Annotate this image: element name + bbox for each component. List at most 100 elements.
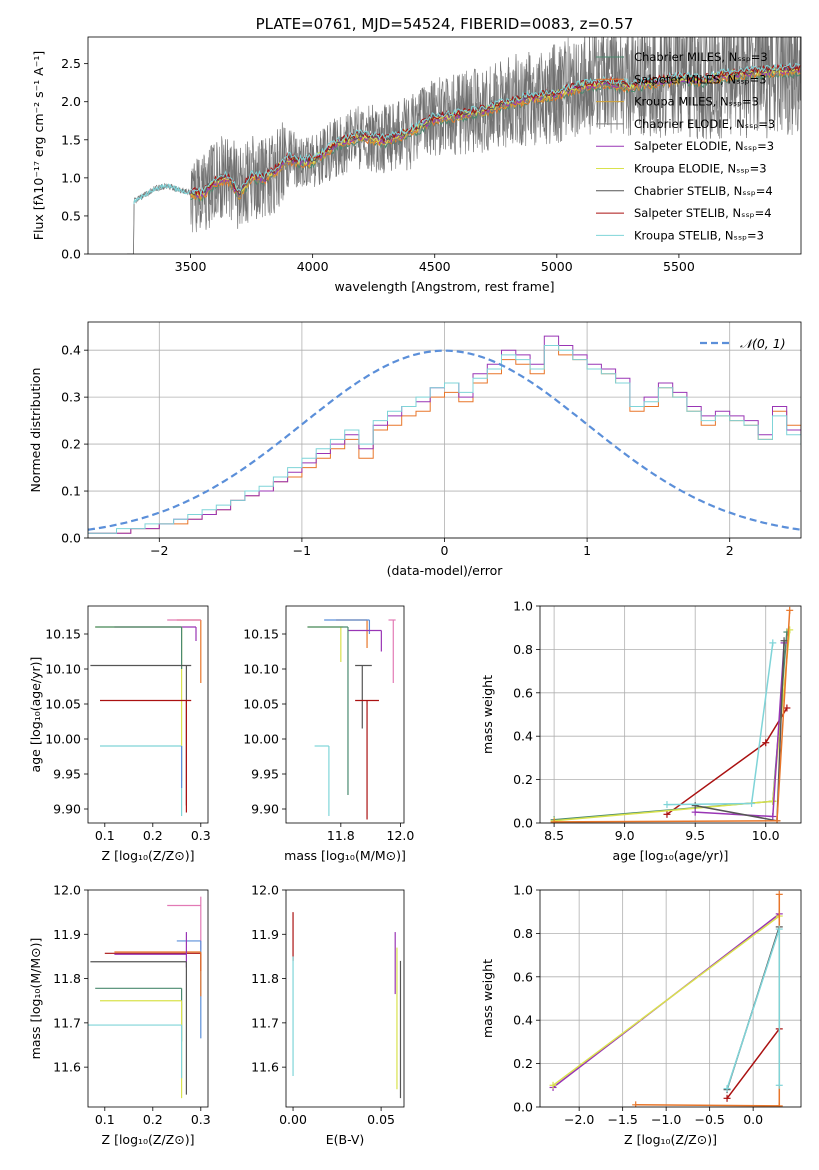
legend-label: Chabrier ELODIE, Nₛₛₚ=3: [634, 117, 775, 131]
panel-weight-vs-age: 8.5 9.0 9.5 10.0 0.0 0.2 0.4 0.6 0.8 1.0 age [log₁…: [480, 599, 802, 863]
y-tick-label: 10.15: [243, 627, 279, 642]
x-tick-label: 11.8: [327, 828, 355, 843]
axes-frame: [87, 605, 209, 824]
y-tick-label: 11.6: [251, 1060, 279, 1075]
panel-age-vs-Z: 0.1 0.2 0.3 9.90 9.95 10.00 10.05 10.10 10.15 Z […: [28, 605, 211, 863]
observed-spectrum-line: [127, 37, 801, 254]
x-tick-label: 0.1: [95, 1112, 115, 1127]
x-tick-label: 4500: [419, 259, 451, 274]
y-tick-label: 0.1: [61, 484, 81, 499]
y-tick-label: 9.95: [53, 767, 81, 782]
y-tick-label: 10.15: [45, 627, 81, 642]
plot-area: [127, 37, 801, 254]
x-tick-label: 8.5: [544, 828, 564, 843]
y-tick-label: 0.8: [513, 926, 533, 941]
x-tick-label: 0.00: [279, 1112, 307, 1127]
x-tick-label: −2.0: [564, 1112, 594, 1127]
data-point: [100, 699, 192, 813]
model-spectrum-line: [190, 63, 801, 197]
weight-line: [666, 707, 788, 815]
data-point: [95, 626, 183, 781]
x-tick-label: 12.0: [387, 828, 415, 843]
y-tick-label: 0.2: [513, 772, 533, 787]
x-axis-label: age [log₁₀(age/yr)]: [613, 848, 729, 863]
x-tick-label: 0.0: [743, 1112, 763, 1127]
data-point: [176, 940, 202, 1039]
data-point: [100, 745, 183, 816]
plot-area: [88, 335, 801, 534]
weight-line: [554, 631, 788, 821]
plot-area: [88, 896, 202, 1099]
blue-continuum-line: [133, 183, 191, 205]
y-tick-label: 0.4: [61, 343, 81, 358]
y-tick-label: 9.95: [251, 767, 279, 782]
panel-spectrum: 3500 4000 4500 5000 5500 0.0 0.5 1.0 1.5 2.0 2.5 wa…: [31, 15, 802, 294]
model-spectrum-line: [190, 62, 801, 196]
data-point: [114, 951, 202, 997]
y-tick-label: 1.0: [513, 883, 533, 898]
legend-label: Salpeter ELODIE, Nₛₛₚ=3: [634, 139, 774, 153]
y-tick-label: 10.00: [45, 732, 81, 747]
data-point: [176, 619, 202, 683]
plot-area: [549, 890, 783, 1107]
y-axis-label: Flux [fλ10⁻¹⁷ erg cm⁻² s⁻¹ A⁻¹]: [31, 51, 46, 240]
x-tick-label: 0: [441, 543, 449, 558]
data-point: [388, 619, 396, 683]
data-point: [95, 626, 183, 669]
y-tick-label: 0.2: [513, 1056, 533, 1071]
x-axis-label: Z [log₁₀(Z/Z⊙)]: [624, 1132, 717, 1147]
axes-frame: [285, 605, 405, 824]
data-point: [347, 629, 382, 652]
y-tick-label: 0.0: [513, 1100, 533, 1115]
y-tick-label: 11.8: [53, 971, 81, 986]
panel-residuals: −2 −1 0 1 2 0.0 0.1 0.2 0.3 0.4 (data-model)/error…: [28, 321, 802, 578]
data-point: [90, 961, 187, 1095]
x-axis-label: (data-model)/error: [387, 563, 504, 578]
y-tick-label: 0.6: [513, 969, 533, 984]
weight-line: [666, 642, 774, 806]
y-tick-label: 0.0: [61, 531, 81, 546]
y-tick-label: 1.0: [513, 599, 533, 614]
gaussian-reference-line: [88, 349, 801, 531]
legend-label: Chabrier MILES, Nₛₛₚ=3: [634, 50, 768, 64]
x-tick-label: 0.2: [143, 1112, 163, 1127]
chart-title: PLATE=0761, MJD=54524, FIBERID=0083, z=0…: [256, 15, 634, 33]
weight-line: [695, 640, 785, 822]
x-tick-label: 0.2: [143, 828, 163, 843]
axes-frame: [539, 605, 802, 824]
y-tick-label: 11.7: [53, 1015, 81, 1030]
x-tick-label: 0.3: [191, 828, 211, 843]
y-axis-label: Normed distribution: [28, 368, 43, 493]
plot-area: [550, 606, 794, 823]
x-tick-label: 3500: [175, 259, 207, 274]
weight-line: [554, 610, 791, 823]
y-tick-label: 0.4: [513, 729, 533, 744]
x-tick-label: 4000: [297, 259, 329, 274]
data-point: [90, 664, 192, 806]
weight-line: [554, 629, 791, 822]
weight-line: [635, 894, 781, 1107]
y-tick-label: 11.6: [53, 1060, 81, 1075]
residual-histogram: [88, 345, 801, 534]
y-axis-label: mass weight: [480, 675, 495, 754]
x-tick-label: −1.5: [607, 1112, 637, 1127]
x-tick-label: 9.0: [615, 828, 635, 843]
panel-age-vs-mass: 11.8 12.0 9.90 9.95 10.00 10.05 10.10 10.15 mass…: [243, 605, 415, 863]
y-tick-label: 11.7: [251, 1015, 279, 1030]
x-tick-label: −1.0: [651, 1112, 681, 1127]
y-tick-label: 12.0: [53, 883, 81, 898]
x-tick-label: 0.05: [367, 1112, 395, 1127]
y-tick-label: 12.0: [251, 883, 279, 898]
y-axis-label: mass [log₁₀(M/M⊙)]: [28, 938, 43, 1060]
y-tick-label: 0.4: [513, 1013, 533, 1028]
x-tick-label: −0.5: [694, 1112, 724, 1127]
y-tick-label: 0.0: [61, 247, 81, 262]
x-tick-label: 10.0: [752, 828, 780, 843]
legend: 𝒩(0, 1): [700, 336, 786, 351]
y-tick-label: 9.90: [251, 802, 279, 817]
data-point: [307, 626, 349, 795]
x-tick-label: 9.5: [685, 828, 705, 843]
x-tick-label: 2: [726, 543, 734, 558]
plot-area: [292, 912, 402, 1099]
